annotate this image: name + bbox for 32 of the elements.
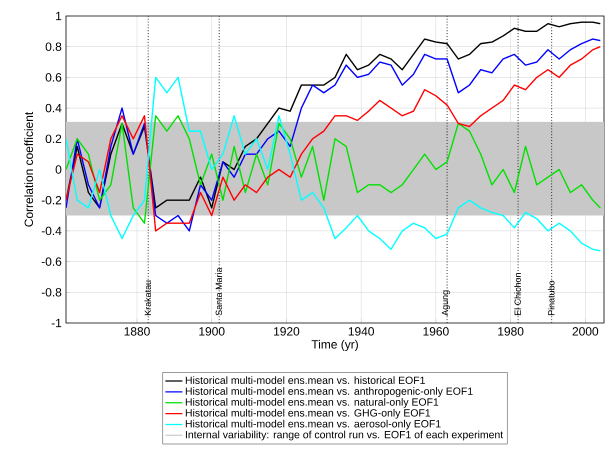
y-tick-label: 0.2 (46, 134, 62, 144)
y-tick-label: -0.8 (42, 288, 62, 297)
y-tick-label: -0.2 (42, 196, 62, 204)
ref-line-label: Santa Maria (215, 268, 222, 316)
y-tick-label: 0.4 (46, 104, 62, 112)
x-tick-label: 2000 (572, 327, 598, 336)
ref-line-label: Agung (442, 290, 450, 316)
y-tick-label: -1 (52, 318, 62, 328)
ref-line-label: Pinatubo (548, 280, 554, 316)
x-tick-label: 1980 (498, 327, 524, 336)
legend-label: Historical multi-model ens.mean vs. anthropogenic-only EOF1 (186, 387, 473, 397)
y-tick-label: 0.8 (46, 42, 62, 51)
y-tick-label: -0.6 (42, 257, 62, 266)
legend-label: Historical multi-model ens.mean vs. aerosol-only EOF1 (186, 420, 441, 430)
legend-label: Historical multi-model ens.mean vs. historical EOF1 (186, 376, 425, 384)
x-tick-label: 1940 (348, 327, 374, 336)
x-tick-label: 1900 (199, 327, 225, 336)
legend-label: Historical multi-model ens.mean vs. natural-only EOF1 (186, 398, 438, 408)
y-tick-label: 0.6 (46, 73, 62, 82)
legend-label: Internal variability: range of control run vs. EOF1 of each experiment (186, 430, 504, 440)
x-tick-label: 1960 (423, 327, 449, 336)
x-tick-label: 1920 (274, 327, 300, 336)
y-tick-label: 0 (56, 165, 62, 174)
ref-line-label: Krakatau (144, 280, 151, 316)
legend-label: Historical multi-model ens.mean vs. GHG-only EOF1 (186, 408, 430, 419)
y-axis-title: Correlation coefficient (24, 112, 34, 227)
x-tick-label: 1880 (124, 327, 150, 336)
x-axis-title: Time (yr) (312, 340, 358, 351)
line-series (66, 76, 601, 252)
y-tick-label: -0.4 (42, 226, 62, 236)
ref-line-label: El Chichon (514, 273, 521, 316)
y-tick-label: 1 (56, 12, 62, 20)
